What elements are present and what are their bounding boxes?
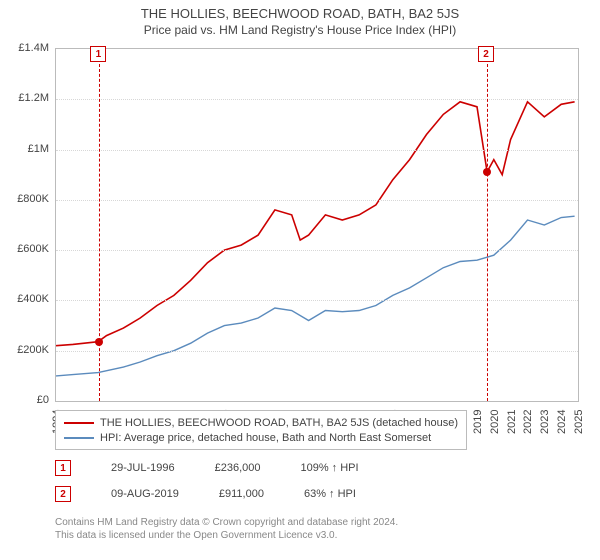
x-tick-label: 2022 (522, 410, 534, 434)
chart-container: { "header":{ "title":"THE HOLLIES, BEECH… (0, 0, 600, 560)
annotation-marker: 1 (55, 460, 71, 476)
y-tick-label: £400K (0, 293, 49, 305)
annotation-date: 29-JUL-1996 (111, 462, 175, 474)
x-tick-label: 2021 (506, 410, 518, 434)
sale-dot (483, 168, 491, 176)
annotation-marker: 2 (55, 486, 71, 502)
y-tick-label: £1.2M (0, 92, 49, 104)
x-tick-label: 2024 (556, 410, 568, 434)
series-hpi (56, 216, 575, 376)
y-tick-label: £200K (0, 344, 49, 356)
plot-area (55, 48, 579, 402)
sale-annotation-row: 1 29-JUL-1996 £236,000 109% ↑ HPI (55, 460, 359, 476)
annotation-date: 09-AUG-2019 (111, 488, 179, 500)
annotation-price: £911,000 (219, 488, 264, 500)
x-tick-label: 2025 (573, 410, 585, 434)
x-tick-label: 2023 (539, 410, 551, 434)
x-tick-label: 2020 (489, 410, 501, 434)
legend: THE HOLLIES, BEECHWOOD ROAD, BATH, BA2 5… (55, 410, 467, 450)
y-tick-label: £800K (0, 193, 49, 205)
y-tick-label: £1M (0, 143, 49, 155)
chart-subtitle: Price paid vs. HM Land Registry's House … (0, 21, 600, 41)
sale-marker-box: 2 (478, 46, 494, 62)
sale-vline (487, 49, 488, 401)
legend-swatch (64, 437, 94, 439)
y-tick-label: £0 (0, 394, 49, 406)
footer-attribution: Contains HM Land Registry data © Crown c… (55, 516, 398, 542)
y-tick-label: £600K (0, 243, 49, 255)
sale-marker-box: 1 (90, 46, 106, 62)
footer-line-2: This data is licensed under the Open Gov… (55, 529, 398, 542)
annotation-hpi: 63% ↑ HPI (304, 488, 356, 500)
y-tick-label: £1.4M (0, 42, 49, 54)
sale-vline (99, 49, 100, 401)
series-property (56, 102, 575, 346)
legend-swatch (64, 422, 94, 424)
legend-item: THE HOLLIES, BEECHWOOD ROAD, BATH, BA2 5… (64, 415, 458, 430)
legend-label: HPI: Average price, detached house, Bath… (100, 432, 431, 444)
footer-line-1: Contains HM Land Registry data © Crown c… (55, 516, 398, 529)
annotation-hpi: 109% ↑ HPI (300, 462, 358, 474)
x-tick-label: 2019 (472, 410, 484, 434)
legend-item: HPI: Average price, detached house, Bath… (64, 430, 458, 445)
chart-title: THE HOLLIES, BEECHWOOD ROAD, BATH, BA2 5… (0, 0, 600, 21)
legend-label: THE HOLLIES, BEECHWOOD ROAD, BATH, BA2 5… (100, 417, 458, 429)
sale-dot (95, 338, 103, 346)
annotation-price: £236,000 (215, 462, 261, 474)
sale-annotation-row: 2 09-AUG-2019 £911,000 63% ↑ HPI (55, 486, 356, 502)
plot-svg (56, 49, 578, 401)
